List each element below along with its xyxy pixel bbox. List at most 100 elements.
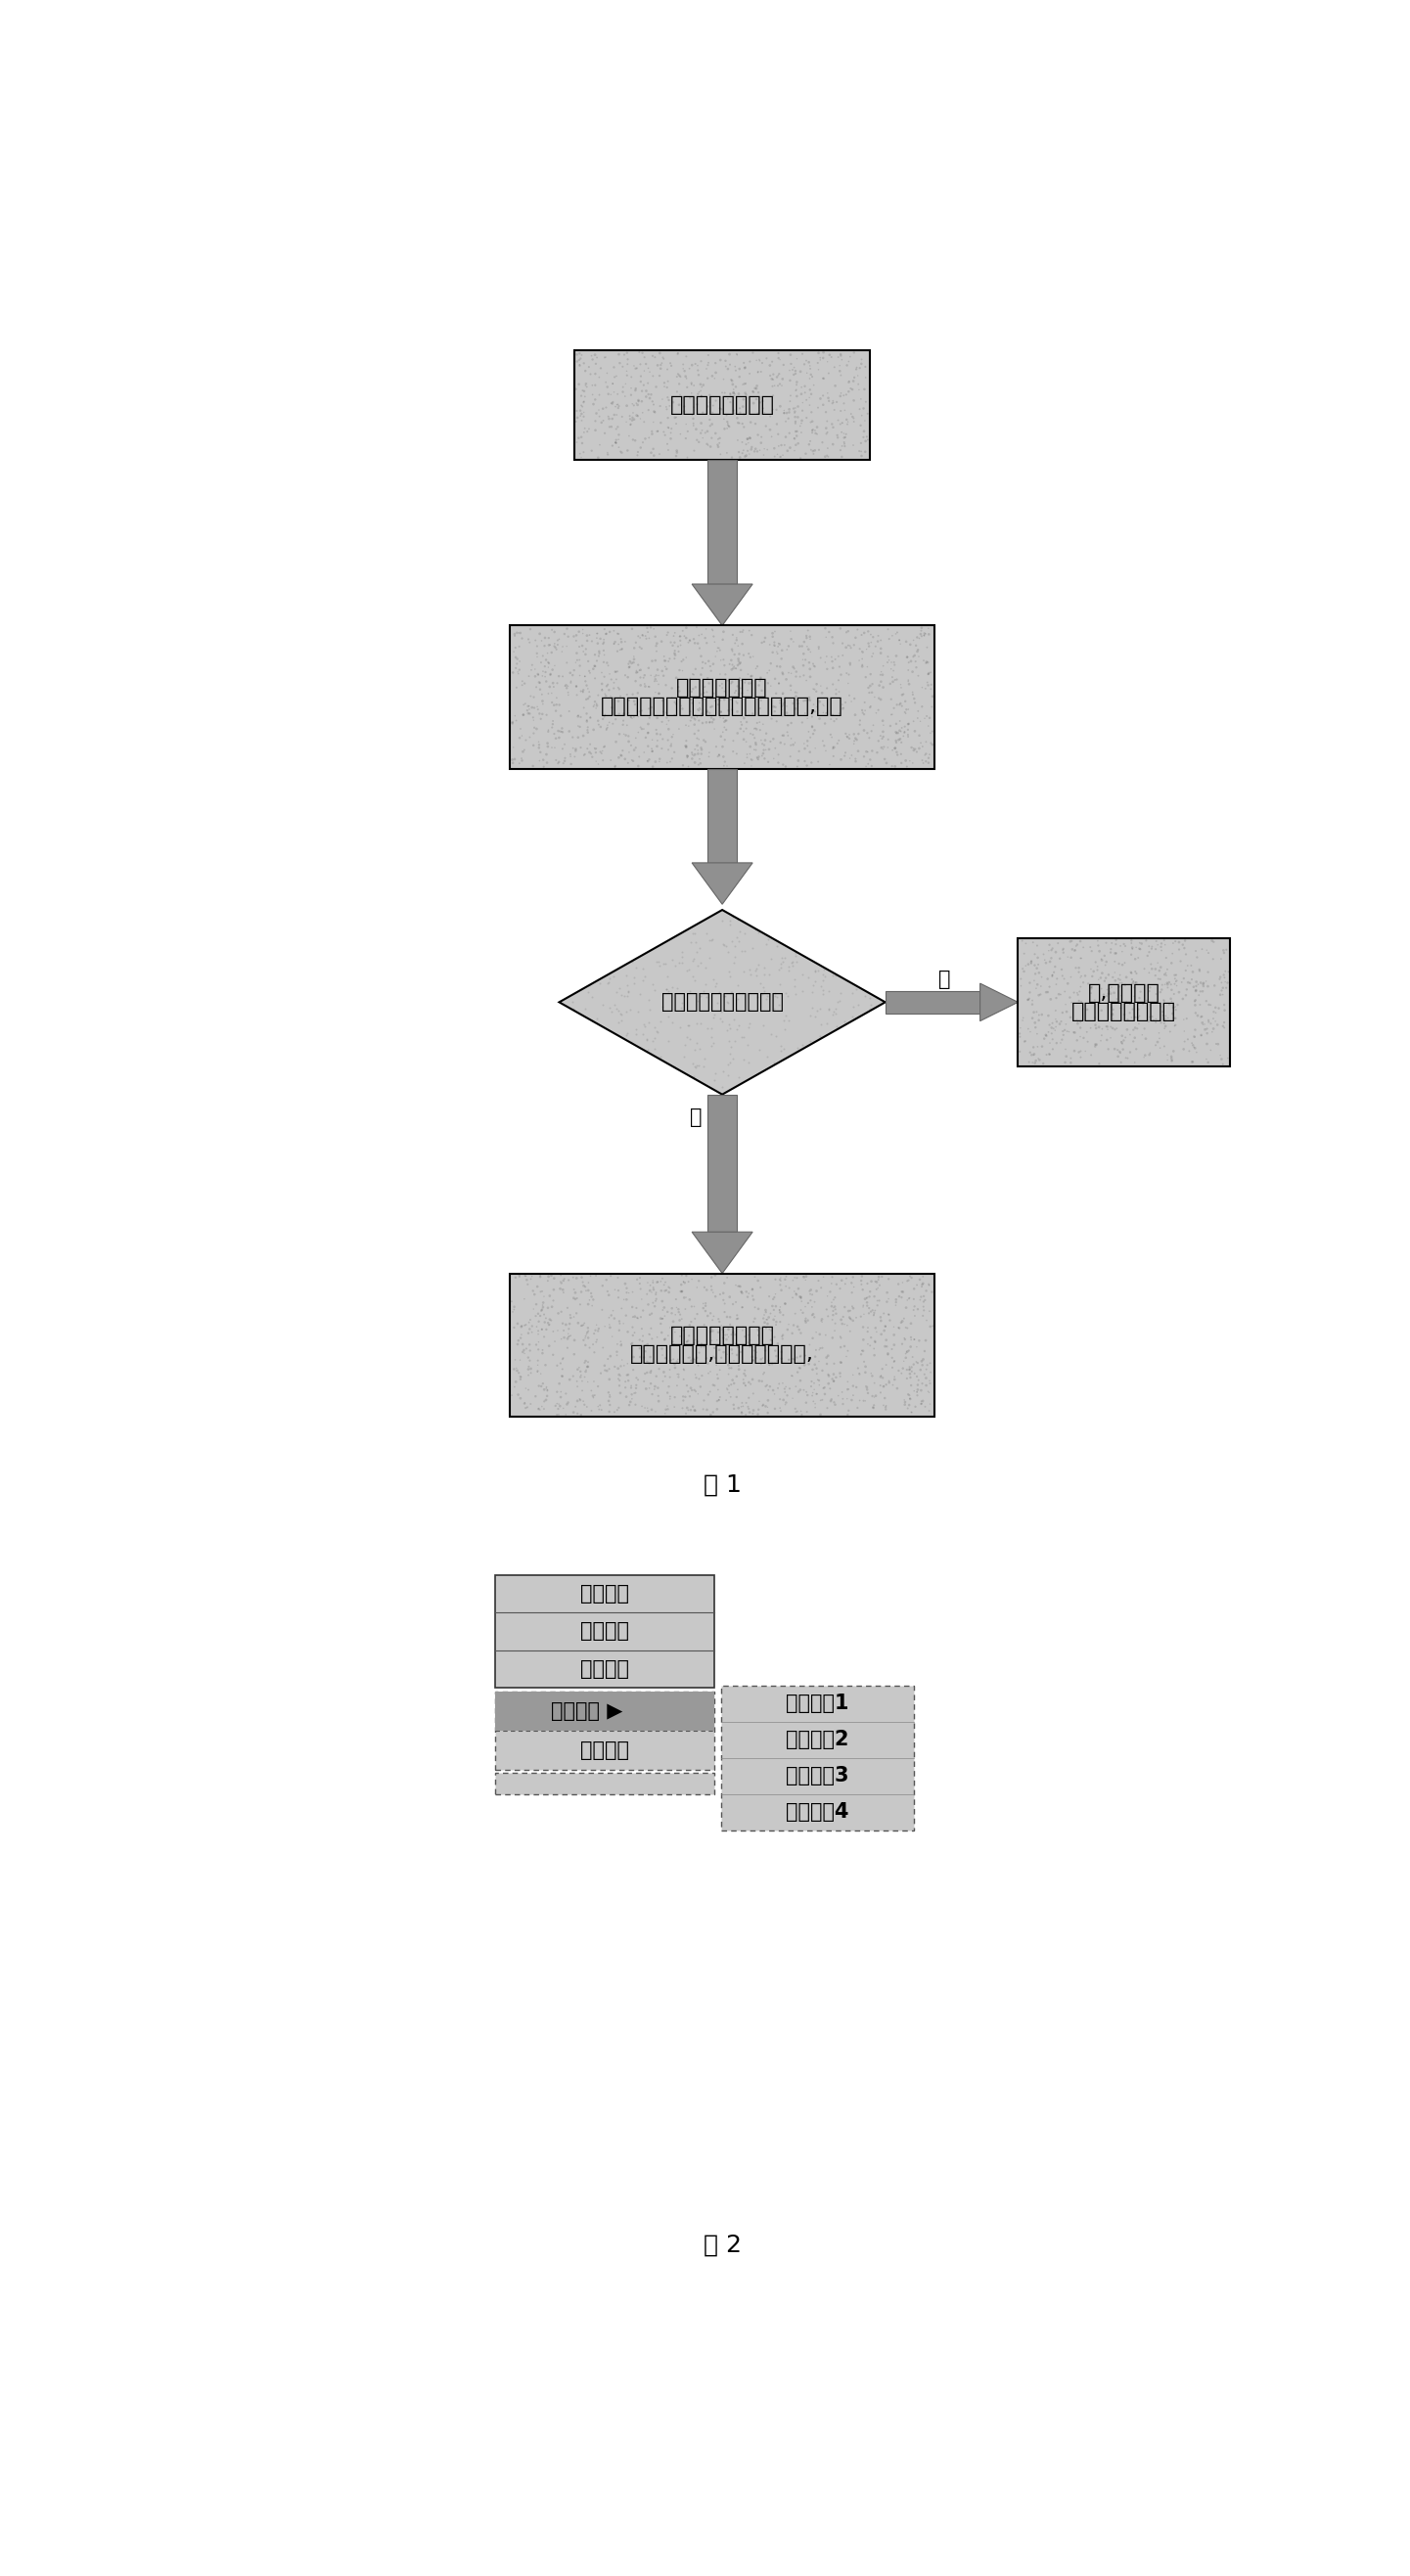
Point	[771, 696, 794, 737]
Point	[804, 951, 826, 992]
Point	[799, 1280, 822, 1321]
Point	[1122, 1010, 1145, 1051]
Point	[644, 742, 667, 783]
Point	[594, 672, 616, 714]
Point	[1165, 989, 1187, 1030]
Point	[702, 384, 725, 425]
Point	[730, 1018, 753, 1059]
Point	[811, 1298, 833, 1340]
Point	[1146, 925, 1169, 966]
Point	[814, 956, 836, 997]
Point	[849, 1352, 871, 1394]
Point	[643, 657, 666, 698]
Point	[608, 1278, 630, 1319]
Point	[527, 721, 550, 762]
Point	[581, 335, 603, 376]
Point	[833, 1327, 856, 1368]
Point	[768, 1291, 791, 1332]
Point	[608, 737, 630, 778]
Point	[814, 435, 836, 477]
Point	[1184, 930, 1207, 971]
Point	[649, 714, 671, 755]
Point	[885, 636, 908, 677]
Point	[1128, 976, 1151, 1018]
Point	[620, 1368, 643, 1409]
Point	[774, 971, 797, 1012]
Point	[715, 925, 737, 966]
Point	[815, 412, 838, 453]
Point	[859, 976, 881, 1018]
Point	[753, 953, 776, 994]
Point	[570, 1350, 592, 1391]
Point	[1059, 976, 1081, 1018]
Point	[540, 631, 563, 672]
Point	[884, 1283, 907, 1324]
Point	[792, 680, 815, 721]
Point	[626, 1260, 649, 1301]
Point	[572, 734, 595, 775]
Point	[857, 1288, 880, 1329]
Point	[885, 721, 908, 762]
Point	[719, 904, 742, 945]
Point	[636, 1262, 658, 1303]
Point	[857, 744, 880, 786]
Point	[685, 933, 708, 974]
Point	[557, 672, 580, 714]
Point	[726, 979, 749, 1020]
Point	[615, 363, 637, 404]
Point	[520, 1260, 543, 1301]
Point	[1056, 938, 1079, 979]
Point	[716, 981, 739, 1023]
Point	[618, 680, 640, 721]
Point	[784, 350, 807, 392]
Point	[685, 696, 708, 737]
Point	[759, 1293, 781, 1334]
Point	[791, 381, 814, 422]
Point	[737, 1321, 760, 1363]
Point	[1180, 1023, 1203, 1064]
Point	[684, 623, 706, 665]
Point	[780, 343, 802, 384]
Point	[1042, 1007, 1065, 1048]
Point	[856, 1262, 878, 1303]
Point	[1120, 1030, 1142, 1072]
Point	[908, 729, 931, 770]
Point	[1093, 961, 1115, 1002]
Point	[732, 719, 754, 760]
Point	[584, 647, 606, 688]
Point	[681, 940, 704, 981]
Point	[622, 397, 644, 438]
Point	[897, 662, 919, 703]
Point	[595, 641, 618, 683]
Point	[513, 1332, 536, 1373]
Point	[674, 1376, 697, 1417]
Point	[1065, 925, 1087, 966]
Point	[842, 1288, 864, 1329]
Point	[620, 355, 643, 397]
Point	[854, 420, 877, 461]
Point	[823, 1303, 846, 1345]
Point	[536, 634, 558, 675]
Point	[664, 1311, 687, 1352]
Point	[629, 399, 651, 440]
Point	[777, 716, 799, 757]
Point	[1112, 994, 1135, 1036]
Point	[547, 1388, 570, 1430]
Point	[887, 719, 909, 760]
Point	[805, 1373, 828, 1414]
Point	[761, 353, 784, 394]
Point	[778, 381, 801, 422]
Point	[605, 652, 627, 693]
Point	[709, 690, 732, 732]
Point	[620, 399, 643, 440]
Point	[677, 621, 699, 662]
Point	[702, 1311, 725, 1352]
Point	[1160, 1038, 1183, 1079]
Point	[754, 729, 777, 770]
Point	[1121, 958, 1144, 999]
Point	[553, 742, 575, 783]
Point	[675, 1321, 698, 1363]
Point	[808, 698, 830, 739]
Point	[637, 618, 660, 659]
Point	[864, 1321, 887, 1363]
